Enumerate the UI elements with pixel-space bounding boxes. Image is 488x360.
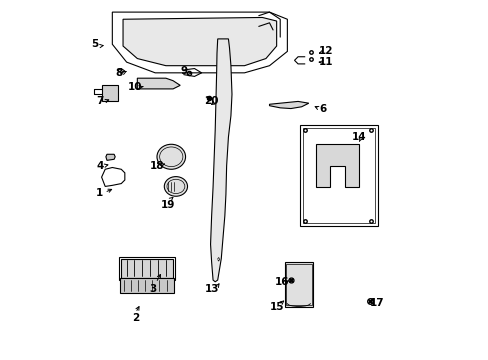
PathPatch shape xyxy=(123,18,276,66)
Text: 10: 10 xyxy=(128,82,142,92)
PathPatch shape xyxy=(137,78,180,89)
Bar xyxy=(119,257,175,280)
Bar xyxy=(285,264,311,305)
Bar xyxy=(121,258,173,278)
Text: 18: 18 xyxy=(149,161,164,171)
Bar xyxy=(284,262,312,307)
PathPatch shape xyxy=(269,102,308,109)
PathPatch shape xyxy=(315,144,358,187)
Text: 5: 5 xyxy=(91,39,99,49)
Text: 14: 14 xyxy=(351,132,366,142)
Text: 7: 7 xyxy=(96,96,103,107)
Ellipse shape xyxy=(157,144,185,169)
Text: 6: 6 xyxy=(319,104,326,113)
Text: 19: 19 xyxy=(160,200,175,210)
Text: 11: 11 xyxy=(318,57,332,67)
Text: 8: 8 xyxy=(115,68,122,78)
Text: 13: 13 xyxy=(204,284,219,294)
Text: 16: 16 xyxy=(274,277,289,287)
Text: 4: 4 xyxy=(96,161,103,171)
Text: 1: 1 xyxy=(96,188,103,198)
Text: 12: 12 xyxy=(318,46,332,56)
Text: 9: 9 xyxy=(180,66,187,76)
PathPatch shape xyxy=(106,154,115,160)
Bar xyxy=(303,128,374,223)
Bar xyxy=(102,85,118,102)
Text: 3: 3 xyxy=(149,284,157,294)
Bar xyxy=(299,125,378,226)
Ellipse shape xyxy=(164,177,187,196)
Text: 20: 20 xyxy=(204,96,219,107)
PathPatch shape xyxy=(210,39,231,282)
Text: 17: 17 xyxy=(368,298,383,308)
Bar xyxy=(120,278,173,293)
Text: 15: 15 xyxy=(269,302,284,312)
Text: 2: 2 xyxy=(132,312,139,323)
